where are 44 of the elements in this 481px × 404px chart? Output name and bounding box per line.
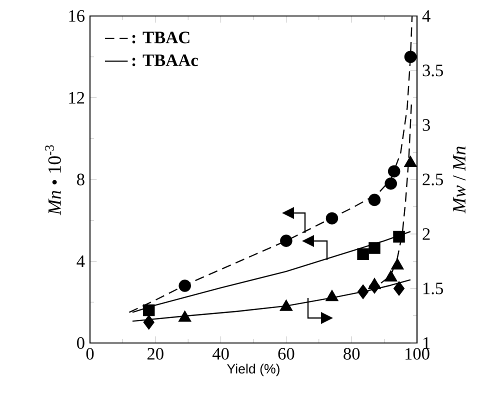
y-tick-label: 12 bbox=[69, 92, 84, 104]
y-axis-title: Mn • 10$^{-3}$ bbox=[45, 145, 61, 216]
x-axis-title: Yield (%) bbox=[227, 364, 280, 376]
legend-label: : TBAC bbox=[132, 32, 190, 44]
y2-tick-label: 2.5 bbox=[422, 174, 443, 186]
point bbox=[357, 248, 369, 260]
x-tick-label: 20 bbox=[147, 348, 164, 360]
y2-axis-title: Mw / Mn bbox=[453, 146, 466, 214]
point bbox=[280, 300, 293, 311]
y-tick-label: 16 bbox=[69, 10, 85, 22]
y2-tick-label: 3.5 bbox=[422, 64, 443, 76]
point bbox=[326, 290, 338, 302]
point bbox=[368, 242, 380, 254]
point bbox=[384, 177, 397, 190]
point bbox=[280, 234, 292, 247]
x-tick-label: 100 bbox=[406, 348, 430, 360]
point bbox=[358, 284, 369, 299]
y2-tick-label: 1 bbox=[424, 337, 430, 349]
y2-tick-label: 4 bbox=[422, 10, 430, 22]
point bbox=[142, 304, 155, 316]
point bbox=[326, 212, 338, 224]
point bbox=[368, 194, 381, 206]
x-tick-label: 40 bbox=[212, 348, 229, 360]
y-tick-label: 0 bbox=[77, 337, 84, 349]
y-tick-label: 4 bbox=[76, 256, 85, 267]
y2-tick-label: 2 bbox=[422, 228, 430, 240]
point bbox=[404, 156, 417, 168]
point bbox=[178, 310, 192, 322]
y2-tick-label: 1.5 bbox=[424, 282, 443, 294]
point bbox=[143, 315, 154, 330]
x-tick-label: 0 bbox=[86, 348, 94, 360]
point bbox=[404, 50, 417, 64]
y-tick-label: 8 bbox=[77, 174, 84, 186]
point bbox=[388, 165, 400, 178]
point bbox=[391, 258, 404, 270]
point bbox=[393, 281, 405, 296]
point bbox=[368, 278, 381, 290]
x-tick-label: 60 bbox=[278, 348, 294, 360]
point bbox=[178, 280, 191, 292]
x-tick-label: 80 bbox=[344, 348, 360, 360]
y2-tick-label: 3 bbox=[422, 119, 430, 131]
point bbox=[384, 270, 398, 282]
point bbox=[393, 230, 405, 243]
legend-label: : TBAAc bbox=[132, 54, 198, 66]
